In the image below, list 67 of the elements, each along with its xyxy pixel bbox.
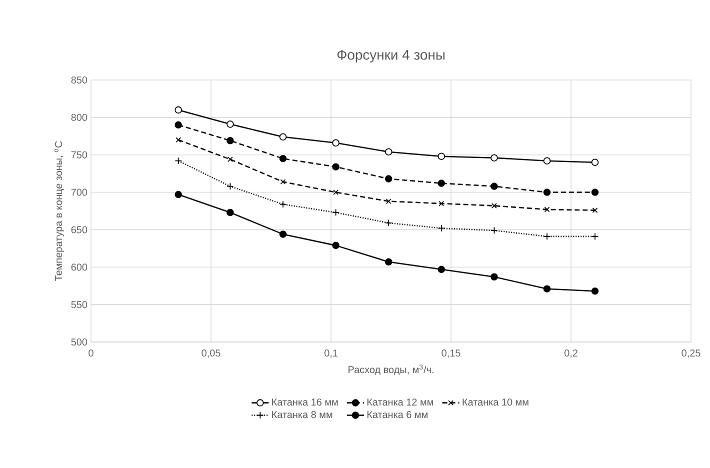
x-tick-label: 0,15 bbox=[442, 350, 460, 358]
x-tick-label: 0,2 bbox=[564, 350, 578, 358]
point bbox=[174, 106, 182, 114]
point bbox=[543, 232, 551, 240]
point bbox=[332, 163, 340, 170]
chart-title: Форсунки 4 зоны bbox=[337, 50, 444, 63]
x-tick-label: 0 bbox=[88, 350, 94, 357]
point bbox=[543, 285, 551, 292]
x-tick-label: 0,1 bbox=[324, 350, 338, 358]
legend-label: Катанка 16 мм bbox=[272, 398, 338, 406]
point bbox=[332, 242, 340, 250]
point bbox=[279, 200, 287, 208]
point bbox=[438, 266, 446, 274]
legend-label: Катанка 10 мм bbox=[462, 398, 528, 406]
point bbox=[386, 198, 392, 204]
y-tick-label: 500 bbox=[71, 338, 88, 346]
y-tick-label: 800 bbox=[71, 114, 88, 121]
point bbox=[226, 208, 234, 216]
y-tick-label: 650 bbox=[71, 226, 88, 234]
point bbox=[490, 182, 498, 190]
y-tick-label: 550 bbox=[71, 301, 88, 308]
y-tick-label: 600 bbox=[71, 264, 88, 271]
point bbox=[226, 136, 234, 144]
legend-label: Катанка 6 мм bbox=[367, 411, 428, 418]
point bbox=[333, 190, 339, 195]
y-axis-title: Температура в конце зоны, $^{о}$С bbox=[54, 141, 64, 281]
legend-label: Катанка 12 мм bbox=[367, 398, 434, 406]
point bbox=[591, 158, 599, 166]
point bbox=[174, 157, 182, 164]
point bbox=[591, 232, 599, 240]
point bbox=[592, 208, 598, 213]
x-axis-title: Расход воды, м$^{3}$/ч. bbox=[348, 364, 434, 376]
y-tick-label: 850 bbox=[71, 76, 88, 84]
point bbox=[591, 287, 599, 295]
point bbox=[332, 208, 340, 216]
x-tick-label: 0,25 bbox=[682, 350, 700, 358]
point bbox=[438, 200, 444, 206]
point bbox=[384, 148, 392, 156]
y-tick-label: 750 bbox=[71, 151, 88, 158]
point bbox=[543, 157, 551, 164]
point bbox=[384, 219, 392, 227]
point bbox=[174, 190, 182, 198]
point bbox=[438, 180, 446, 187]
x-tick-label: 0,05 bbox=[202, 350, 220, 358]
point bbox=[279, 154, 287, 162]
point bbox=[438, 224, 446, 232]
legend-label: Катанка 8 мм bbox=[272, 411, 332, 418]
point bbox=[226, 120, 234, 128]
point bbox=[492, 203, 497, 208]
point bbox=[384, 175, 392, 182]
point bbox=[332, 139, 340, 147]
point bbox=[591, 188, 599, 196]
point bbox=[279, 133, 287, 141]
point bbox=[174, 121, 182, 129]
point bbox=[543, 188, 551, 196]
point bbox=[176, 137, 182, 143]
point bbox=[544, 206, 550, 212]
point bbox=[490, 273, 498, 281]
point bbox=[226, 182, 234, 190]
point bbox=[490, 154, 498, 162]
point bbox=[438, 152, 446, 160]
point bbox=[490, 226, 498, 234]
point bbox=[384, 258, 392, 266]
point bbox=[280, 179, 286, 185]
point bbox=[279, 230, 287, 238]
point bbox=[228, 156, 233, 162]
y-tick-label: 700 bbox=[71, 188, 88, 196]
